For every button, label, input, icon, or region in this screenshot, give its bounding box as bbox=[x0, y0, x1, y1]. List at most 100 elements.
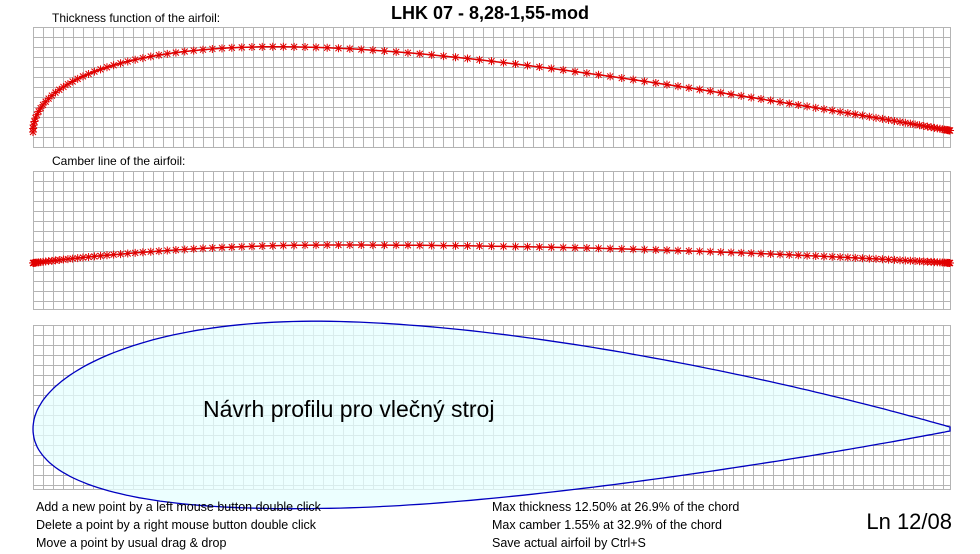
thickness-point[interactable] bbox=[403, 48, 412, 57]
thickness-point[interactable] bbox=[499, 58, 508, 67]
thickness-point[interactable] bbox=[673, 82, 682, 91]
camber-point[interactable] bbox=[131, 248, 140, 257]
thickness-point[interactable] bbox=[68, 77, 77, 86]
thickness-point[interactable] bbox=[946, 126, 954, 135]
camber-point[interactable] bbox=[878, 255, 887, 264]
thickness-point[interactable] bbox=[594, 70, 603, 79]
camber-point[interactable] bbox=[727, 248, 736, 257]
camber-point[interactable] bbox=[247, 242, 256, 251]
camber-point[interactable] bbox=[706, 247, 715, 256]
thickness-point[interactable] bbox=[31, 114, 40, 123]
thickness-point[interactable] bbox=[55, 85, 64, 94]
thickness-point[interactable] bbox=[258, 42, 267, 51]
camber-point[interactable] bbox=[858, 254, 867, 263]
thickness-point[interactable] bbox=[836, 107, 845, 116]
thickness-point[interactable] bbox=[73, 74, 82, 83]
camber-point[interactable] bbox=[180, 245, 189, 254]
thickness-point[interactable] bbox=[662, 80, 671, 89]
thickness-point[interactable] bbox=[323, 43, 332, 52]
thickness-point[interactable] bbox=[629, 75, 638, 84]
camber-point[interactable] bbox=[906, 256, 915, 265]
camber-point[interactable] bbox=[511, 242, 520, 251]
camber-point[interactable] bbox=[102, 251, 111, 260]
thickness-point[interactable] bbox=[606, 72, 615, 81]
thickness-point[interactable] bbox=[737, 91, 746, 100]
camber-point[interactable] bbox=[836, 253, 845, 262]
camber-point[interactable] bbox=[96, 251, 105, 260]
thickness-point[interactable] bbox=[487, 57, 496, 66]
camber-point[interactable] bbox=[123, 249, 132, 258]
camber-point[interactable] bbox=[684, 246, 693, 255]
camber-point[interactable] bbox=[901, 256, 910, 265]
thickness-point[interactable] bbox=[727, 90, 736, 99]
thickness-point[interactable] bbox=[640, 77, 649, 86]
thickness-point[interactable] bbox=[919, 121, 928, 130]
thickness-point[interactable] bbox=[930, 123, 939, 132]
camber-plot[interactable] bbox=[29, 171, 954, 310]
thickness-point[interactable] bbox=[911, 120, 920, 129]
camber-point[interactable] bbox=[345, 241, 354, 250]
camber-point[interactable] bbox=[776, 250, 785, 259]
thickness-point[interactable] bbox=[776, 98, 785, 107]
thickness-point[interactable] bbox=[559, 66, 568, 75]
camber-point[interactable] bbox=[757, 249, 765, 258]
thickness-point[interactable] bbox=[475, 55, 484, 64]
thickness-point[interactable] bbox=[766, 96, 775, 105]
camber-point[interactable] bbox=[487, 242, 496, 251]
camber-point[interactable] bbox=[55, 255, 64, 264]
camber-point[interactable] bbox=[716, 248, 725, 257]
camber-point[interactable] bbox=[884, 255, 893, 264]
thickness-point[interactable] bbox=[334, 44, 343, 53]
camber-point[interactable] bbox=[171, 245, 180, 254]
camber-point[interactable] bbox=[90, 252, 99, 261]
thickness-point[interactable] bbox=[237, 43, 246, 52]
camber-point[interactable] bbox=[582, 244, 591, 253]
thickness-point[interactable] bbox=[415, 49, 424, 58]
thickness-point[interactable] bbox=[706, 87, 715, 96]
thickness-point[interactable] bbox=[716, 88, 725, 97]
camber-point[interactable] bbox=[59, 255, 68, 264]
thickness-point[interactable] bbox=[123, 57, 132, 66]
camber-point[interactable] bbox=[915, 257, 924, 266]
camber-point[interactable] bbox=[475, 241, 484, 250]
thickness-point[interactable] bbox=[851, 110, 860, 119]
camber-point[interactable] bbox=[606, 244, 615, 253]
thickness-point[interactable] bbox=[163, 49, 172, 58]
thickness-point[interactable] bbox=[109, 61, 118, 70]
thickness-point[interactable] bbox=[36, 104, 45, 113]
thickness-point[interactable] bbox=[896, 117, 905, 126]
thickness-point[interactable] bbox=[116, 59, 125, 68]
camber-point[interactable] bbox=[415, 241, 424, 250]
thickness-point[interactable] bbox=[427, 50, 436, 59]
camber-point[interactable] bbox=[523, 242, 532, 251]
thickness-point[interactable] bbox=[102, 63, 111, 72]
thickness-point[interactable] bbox=[208, 44, 217, 53]
camber-point[interactable] bbox=[198, 244, 207, 253]
thickness-point[interactable] bbox=[927, 123, 936, 132]
camber-point[interactable] bbox=[323, 241, 332, 250]
camber-point[interactable] bbox=[463, 241, 472, 250]
camber-point[interactable] bbox=[208, 243, 217, 252]
thickness-point[interactable] bbox=[154, 51, 163, 60]
camber-point[interactable] bbox=[163, 246, 172, 255]
camber-point[interactable] bbox=[662, 246, 671, 255]
thickness-point[interactable] bbox=[218, 44, 226, 53]
thickness-point[interactable] bbox=[29, 120, 38, 129]
camber-point[interactable] bbox=[617, 244, 626, 253]
camber-point[interactable] bbox=[785, 250, 794, 259]
camber-point[interactable] bbox=[138, 248, 147, 257]
camber-point[interactable] bbox=[439, 241, 448, 250]
thickness-point[interactable] bbox=[785, 99, 794, 108]
thickness-point[interactable] bbox=[63, 80, 72, 89]
thickness-point[interactable] bbox=[392, 47, 401, 56]
thickness-point[interactable] bbox=[828, 106, 837, 115]
thickness-point[interactable] bbox=[747, 93, 756, 102]
thickness-point[interactable] bbox=[757, 95, 765, 104]
camber-point[interactable] bbox=[227, 243, 236, 252]
camber-point[interactable] bbox=[427, 241, 436, 250]
camber-point[interactable] bbox=[547, 243, 556, 252]
camber-point[interactable] bbox=[218, 243, 226, 252]
thickness-point[interactable] bbox=[890, 116, 899, 125]
camber-point[interactable] bbox=[651, 245, 660, 254]
thickness-point[interactable] bbox=[41, 97, 50, 106]
